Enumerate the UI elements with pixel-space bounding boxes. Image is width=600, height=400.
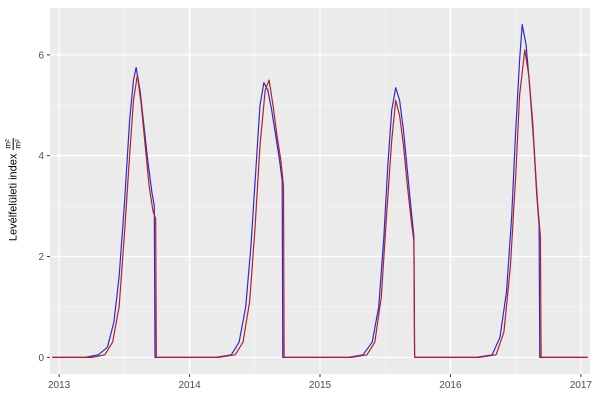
x-tick-label: 2016 [439, 380, 462, 391]
x-tick-label: 2015 [309, 380, 332, 391]
x-tick-label: 2013 [48, 380, 71, 391]
y-tick-label: 2 [38, 252, 44, 263]
y-tick-label: 4 [38, 151, 44, 162]
y-tick-label: 0 [38, 353, 44, 364]
series-red-line [51, 49, 589, 358]
y-tick-label: 6 [38, 50, 44, 61]
x-tick-label: 2017 [570, 380, 593, 391]
x-tick-label: 2014 [178, 380, 201, 391]
